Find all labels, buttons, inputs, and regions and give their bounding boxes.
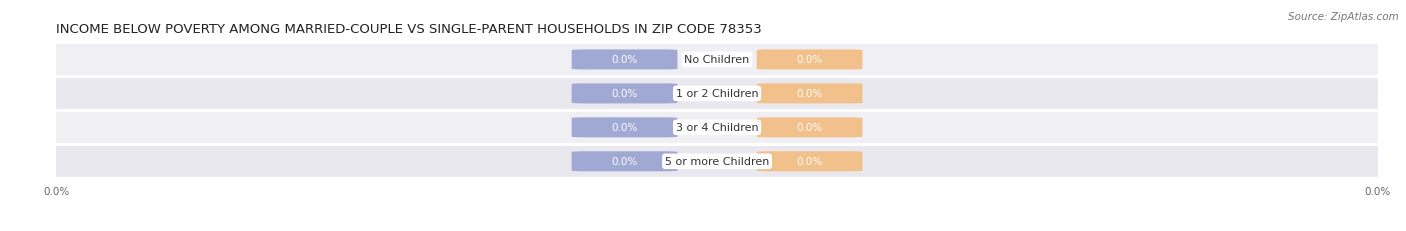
Text: 0.0%: 0.0%	[796, 89, 823, 99]
Text: 0.0%: 0.0%	[796, 55, 823, 65]
Text: 1 or 2 Children: 1 or 2 Children	[676, 89, 758, 99]
FancyBboxPatch shape	[572, 118, 678, 138]
FancyBboxPatch shape	[756, 118, 862, 138]
FancyBboxPatch shape	[30, 44, 1405, 77]
Text: No Children: No Children	[685, 55, 749, 65]
Text: 0.0%: 0.0%	[612, 55, 638, 65]
FancyBboxPatch shape	[572, 50, 678, 70]
FancyBboxPatch shape	[30, 77, 1405, 111]
Text: 0.0%: 0.0%	[612, 89, 638, 99]
FancyBboxPatch shape	[572, 152, 678, 172]
FancyBboxPatch shape	[572, 84, 678, 104]
Text: 0.0%: 0.0%	[796, 157, 823, 167]
Text: 3 or 4 Children: 3 or 4 Children	[676, 123, 758, 133]
Text: 5 or more Children: 5 or more Children	[665, 157, 769, 167]
Text: INCOME BELOW POVERTY AMONG MARRIED-COUPLE VS SINGLE-PARENT HOUSEHOLDS IN ZIP COD: INCOME BELOW POVERTY AMONG MARRIED-COUPL…	[56, 23, 762, 36]
Text: 0.0%: 0.0%	[612, 157, 638, 167]
FancyBboxPatch shape	[756, 50, 862, 70]
Text: 0.0%: 0.0%	[796, 123, 823, 133]
Text: Source: ZipAtlas.com: Source: ZipAtlas.com	[1288, 12, 1399, 21]
FancyBboxPatch shape	[30, 145, 1405, 178]
Text: 0.0%: 0.0%	[612, 123, 638, 133]
FancyBboxPatch shape	[756, 84, 862, 104]
FancyBboxPatch shape	[756, 152, 862, 172]
FancyBboxPatch shape	[30, 111, 1405, 144]
